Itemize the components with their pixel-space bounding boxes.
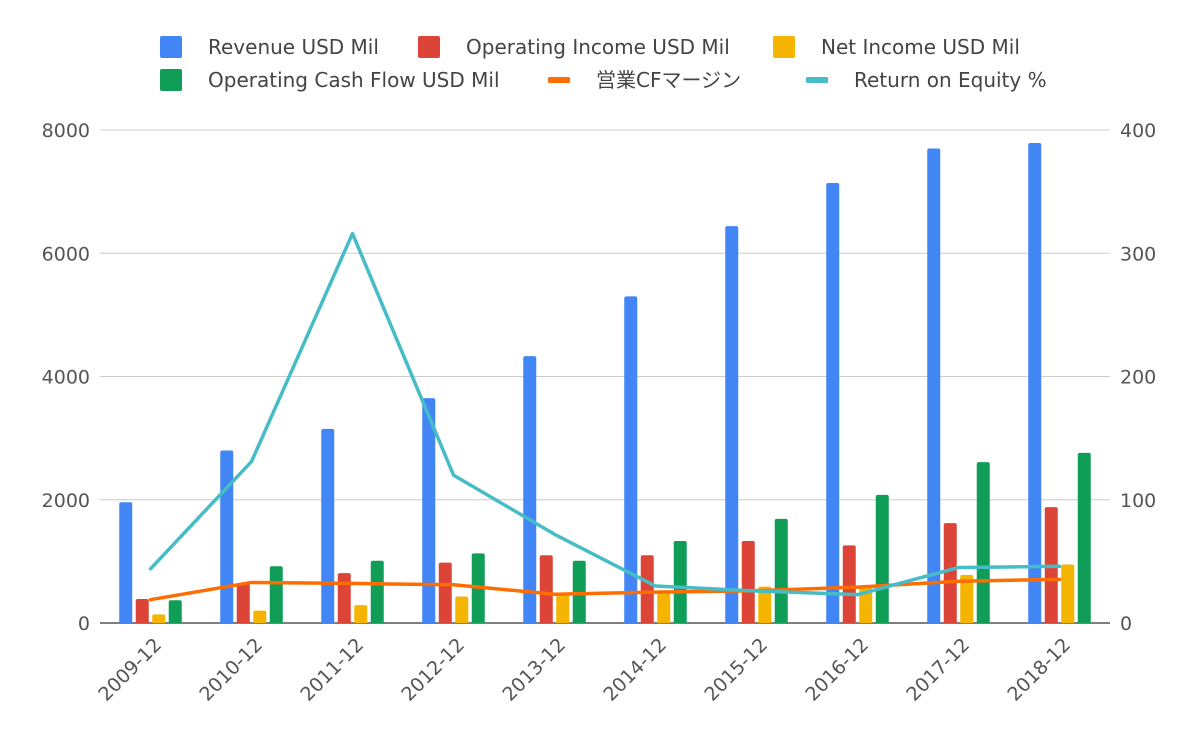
bar-revenue-usd-mil (624, 296, 638, 623)
x-tick-label: 2009-12 (94, 634, 166, 706)
x-tick-label: 2013-12 (498, 634, 570, 706)
left-y-axis: 0 2000 4000 6000 8000 (42, 120, 90, 635)
legend-swatch (160, 36, 182, 58)
right-tick-label: 400 (1120, 120, 1156, 142)
left-tick-label: 6000 (42, 243, 90, 265)
legend-label: Operating Income USD Mil (466, 35, 730, 59)
legend-swatch (160, 69, 182, 91)
bar-revenue-usd-mil (1028, 142, 1042, 623)
bar-net-income-usd-mil (556, 594, 570, 623)
bar-operating-cash-flow-usd-mil (572, 560, 586, 623)
legend-label: Return on Equity % (854, 68, 1047, 92)
bar-revenue-usd-mil (826, 182, 840, 623)
legend-item: Operating Income USD Mil (418, 35, 730, 59)
bar-net-income-usd-mil (152, 614, 166, 623)
bar-operating-income-usd-mil (943, 523, 957, 623)
x-tick-label: 2018-12 (1003, 634, 1075, 706)
x-axis: 2009-12 2010-12 2011-12 2012-12 2013-12 2014-… (94, 634, 1075, 706)
legend-label: Operating Cash Flow USD Mil (208, 68, 500, 92)
left-tick-label: 8000 (42, 120, 90, 142)
legend-label: 営業CFマージン (596, 68, 741, 92)
legend-item: Return on Equity % (806, 68, 1047, 92)
legend-swatch (806, 77, 828, 83)
bar-operating-cash-flow-usd-mil (269, 566, 283, 623)
bar-net-income-usd-mil (253, 610, 267, 623)
bar-net-income-usd-mil (758, 586, 772, 623)
bar-operating-cash-flow-usd-mil (976, 462, 990, 623)
bar-operating-income-usd-mil (135, 598, 149, 623)
right-tick-label: 0 (1120, 613, 1132, 635)
x-tick-label: 2014-12 (599, 634, 671, 706)
x-tick-label: 2015-12 (700, 634, 772, 706)
gridlines (100, 129, 1110, 624)
bar-net-income-usd-mil (354, 605, 368, 623)
bar-series (119, 142, 1091, 624)
legend-item: Net Income USD Mil (773, 35, 1020, 59)
x-tick-label: 2012-12 (397, 634, 469, 706)
right-tick-label: 300 (1120, 243, 1156, 265)
bar-net-income-usd-mil (960, 574, 974, 623)
line-operating-cf-margin (148, 577, 1062, 602)
x-tick-label: 2011-12 (296, 634, 368, 706)
bar-operating-income-usd-mil (337, 573, 351, 623)
right-y-axis: 0 100 200 300 400 (1120, 120, 1156, 635)
legend-swatch (548, 77, 570, 83)
line-series (148, 231, 1062, 602)
bar-operating-cash-flow-usd-mil (875, 494, 889, 623)
bar-revenue-usd-mil (220, 450, 234, 623)
legend-swatch (773, 36, 795, 58)
line-return-on-equity (148, 231, 1062, 597)
bar-operating-income-usd-mil (236, 582, 250, 623)
right-tick-label: 200 (1120, 367, 1156, 389)
legend-label: Revenue USD Mil (208, 35, 379, 59)
bar-revenue-usd-mil (725, 226, 739, 623)
left-tick-label: 0 (78, 613, 90, 635)
bar-operating-income-usd-mil (842, 545, 856, 623)
bar-net-income-usd-mil (455, 596, 469, 623)
right-tick-label: 100 (1120, 490, 1156, 512)
x-tick-label: 2016-12 (801, 634, 873, 706)
bar-revenue-usd-mil (523, 356, 537, 623)
bar-operating-income-usd-mil (640, 555, 654, 623)
legend-swatch (418, 36, 440, 58)
bar-revenue-usd-mil (321, 428, 335, 623)
left-tick-label: 4000 (42, 367, 90, 389)
x-tick-label: 2010-12 (195, 634, 267, 706)
bar-net-income-usd-mil (657, 590, 671, 623)
bar-operating-cash-flow-usd-mil (370, 560, 384, 623)
x-tick-label: 2017-12 (902, 634, 974, 706)
bar-revenue-usd-mil (119, 502, 133, 623)
legend-item: Revenue USD Mil (160, 35, 379, 59)
bar-revenue-usd-mil (927, 148, 941, 624)
bar-operating-income-usd-mil (438, 562, 452, 623)
legend-item: 営業CFマージン (548, 68, 741, 92)
legend: Revenue USD Mil Operating Income USD Mil N… (160, 35, 1047, 92)
bar-net-income-usd-mil (1061, 564, 1075, 623)
bar-operating-cash-flow-usd-mil (774, 518, 788, 623)
bar-operating-cash-flow-usd-mil (1077, 452, 1091, 623)
bar-operating-income-usd-mil (741, 541, 755, 623)
legend-label: Net Income USD Mil (821, 35, 1020, 59)
bar-revenue-usd-mil (422, 398, 436, 623)
bar-net-income-usd-mil (859, 587, 873, 623)
left-tick-label: 2000 (42, 490, 90, 512)
bar-operating-cash-flow-usd-mil (673, 541, 687, 623)
legend-item: Operating Cash Flow USD Mil (160, 68, 500, 92)
bar-operating-income-usd-mil (539, 555, 553, 623)
bar-operating-cash-flow-usd-mil (168, 600, 182, 623)
